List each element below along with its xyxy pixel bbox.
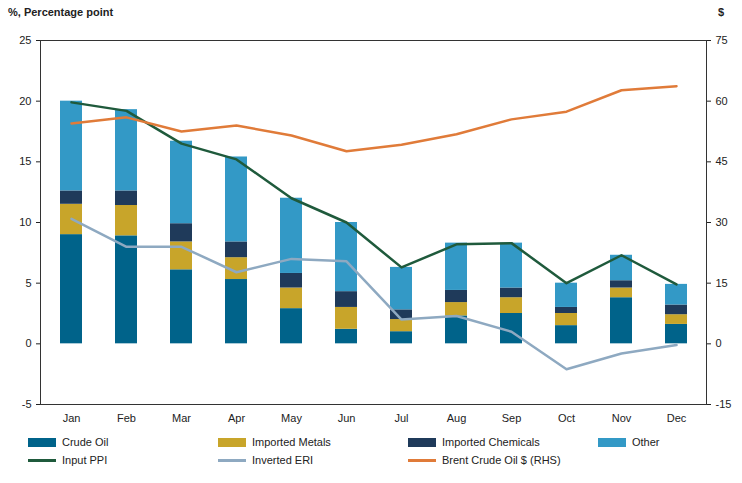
svg-text:Jan: Jan (63, 412, 81, 424)
svg-text:30: 30 (716, 216, 728, 228)
svg-text:Dec: Dec (667, 412, 687, 424)
svg-text:0: 0 (25, 337, 31, 349)
svg-text:45: 45 (716, 155, 728, 167)
svg-text:Mar: Mar (172, 412, 191, 424)
svg-text:Nov: Nov (612, 412, 632, 424)
svg-text:15: 15 (716, 277, 728, 289)
html-text:Brent Crude Oil $ (RHS): Brent Crude Oil $ (RHS) (442, 454, 561, 466)
svg-text:0: 0 (716, 337, 722, 349)
svg-text:Jun: Jun (338, 412, 356, 424)
svg-text:Aug: Aug (447, 412, 467, 424)
svg-text:25: 25 (19, 34, 31, 46)
svg-text:Apr: Apr (228, 412, 245, 424)
svg-text:Sep: Sep (502, 412, 522, 424)
svg-text:Oct: Oct (558, 412, 575, 424)
svg-text:May: May (281, 412, 302, 424)
svg-text:-5: -5 (22, 398, 32, 410)
html-text:Inverted ERI: Inverted ERI (252, 454, 314, 466)
svg-text:20: 20 (19, 95, 31, 107)
html-text:Imported Metals: Imported Metals (252, 436, 331, 448)
svg-text:75: 75 (716, 34, 728, 46)
svg-text:15: 15 (19, 155, 31, 167)
html-text:%, Percentage point: %, Percentage point (8, 6, 114, 18)
html-text:Crude Oil: Crude Oil (62, 436, 109, 448)
html-text:Imported Chemicals: Imported Chemicals (442, 436, 540, 448)
svg-text:Feb: Feb (117, 412, 136, 424)
html-text:Input PPI: Input PPI (62, 454, 108, 466)
svg-text:5: 5 (25, 277, 31, 289)
svg-text:Jul: Jul (394, 412, 408, 424)
svg-text:10: 10 (19, 216, 31, 228)
html-text:Other: Other (632, 436, 660, 448)
svg-text:-15: -15 (716, 398, 732, 410)
svg-text:60: 60 (716, 95, 728, 107)
